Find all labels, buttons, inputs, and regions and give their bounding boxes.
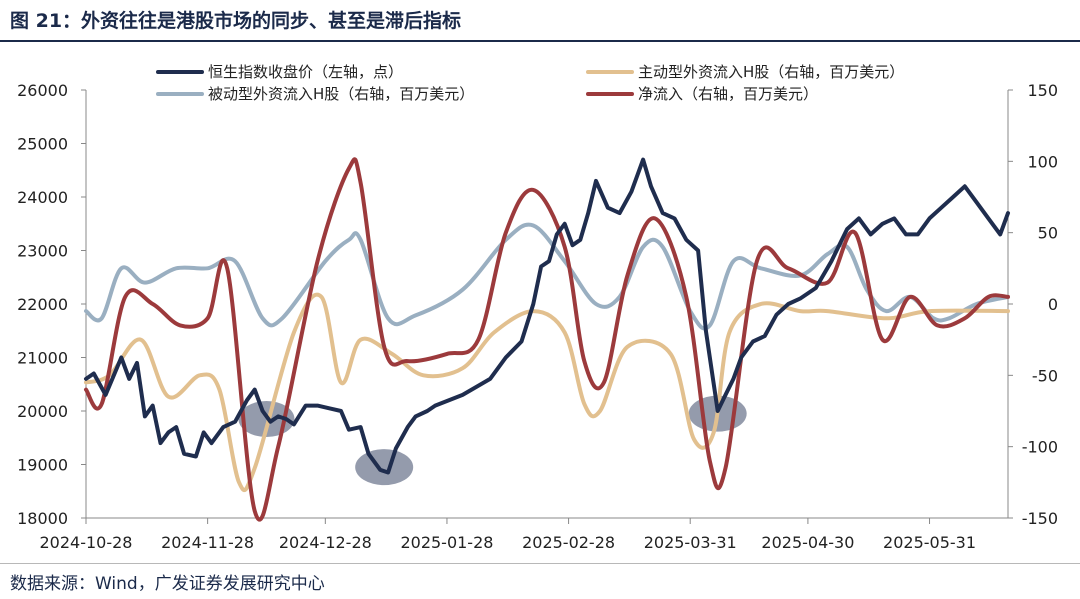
legend-label: 被动型外资流入H股（右轴，百万美元） <box>208 85 474 103</box>
left-axis-tick-label: 18000 <box>17 509 68 528</box>
legend-label: 主动型外资流入H股（右轴，百万美元） <box>638 63 904 81</box>
left-axis-tick-label: 20000 <box>17 402 68 421</box>
right-axis-tick-label: -100 <box>1022 438 1058 457</box>
right-axis-tick-label: 50 <box>1038 224 1058 243</box>
chart-canvas: 18000 19000 20000 21000 22000 23000 24000 25000… <box>17 63 1058 552</box>
right-axis-tick-label: 0 <box>1048 295 1058 314</box>
left-axis-tick-label: 23000 <box>17 242 68 261</box>
right-axis-tick-label: 150 <box>1027 81 1058 100</box>
left-axis-tick-label: 26000 <box>17 81 68 100</box>
series-line <box>84 157 1010 522</box>
x-axis-tick-label: 2025-03-31 <box>644 533 737 552</box>
chart-title: 图 21：外资往往是港股市场的同步、甚至是滞后指标 <box>10 10 462 32</box>
left-axis-tick-label: 21000 <box>17 349 68 368</box>
right-axis-tick-label: -50 <box>1032 366 1058 385</box>
legend-label: 净流入（右轴，百万美元） <box>638 85 818 103</box>
series-line <box>84 292 1010 493</box>
x-axis-tick-label: 2025-05-31 <box>883 533 976 552</box>
left-axis-tick-label: 19000 <box>17 456 68 475</box>
x-axis-tick-label: 2025-04-30 <box>761 533 854 552</box>
series-line <box>84 222 1010 331</box>
x-axis-tick-label: 2025-02-28 <box>522 533 615 552</box>
left-axis-tick-label: 24000 <box>17 188 68 207</box>
x-axis-tick-label: 2025-01-28 <box>400 533 493 552</box>
legend-label: 恒生指数收盘价（左轴，点） <box>208 63 403 81</box>
left-axis-tick-label: 22000 <box>17 295 68 314</box>
right-axis-tick-label: -150 <box>1022 509 1058 528</box>
series-line <box>84 157 1010 475</box>
x-axis-tick-label: 2024-11-28 <box>161 533 254 552</box>
title-divider <box>0 40 1080 42</box>
source-divider <box>0 563 1080 564</box>
highlight-ellipse <box>355 449 414 486</box>
right-axis-tick-label: 100 <box>1027 152 1058 171</box>
x-axis-tick-label: 2024-12-28 <box>279 533 372 552</box>
left-axis-tick-label: 25000 <box>17 135 68 154</box>
x-axis-tick-label: 2024-10-28 <box>40 533 133 552</box>
source-note: 数据来源：Wind，广发证券发展研究中心 <box>10 574 325 594</box>
